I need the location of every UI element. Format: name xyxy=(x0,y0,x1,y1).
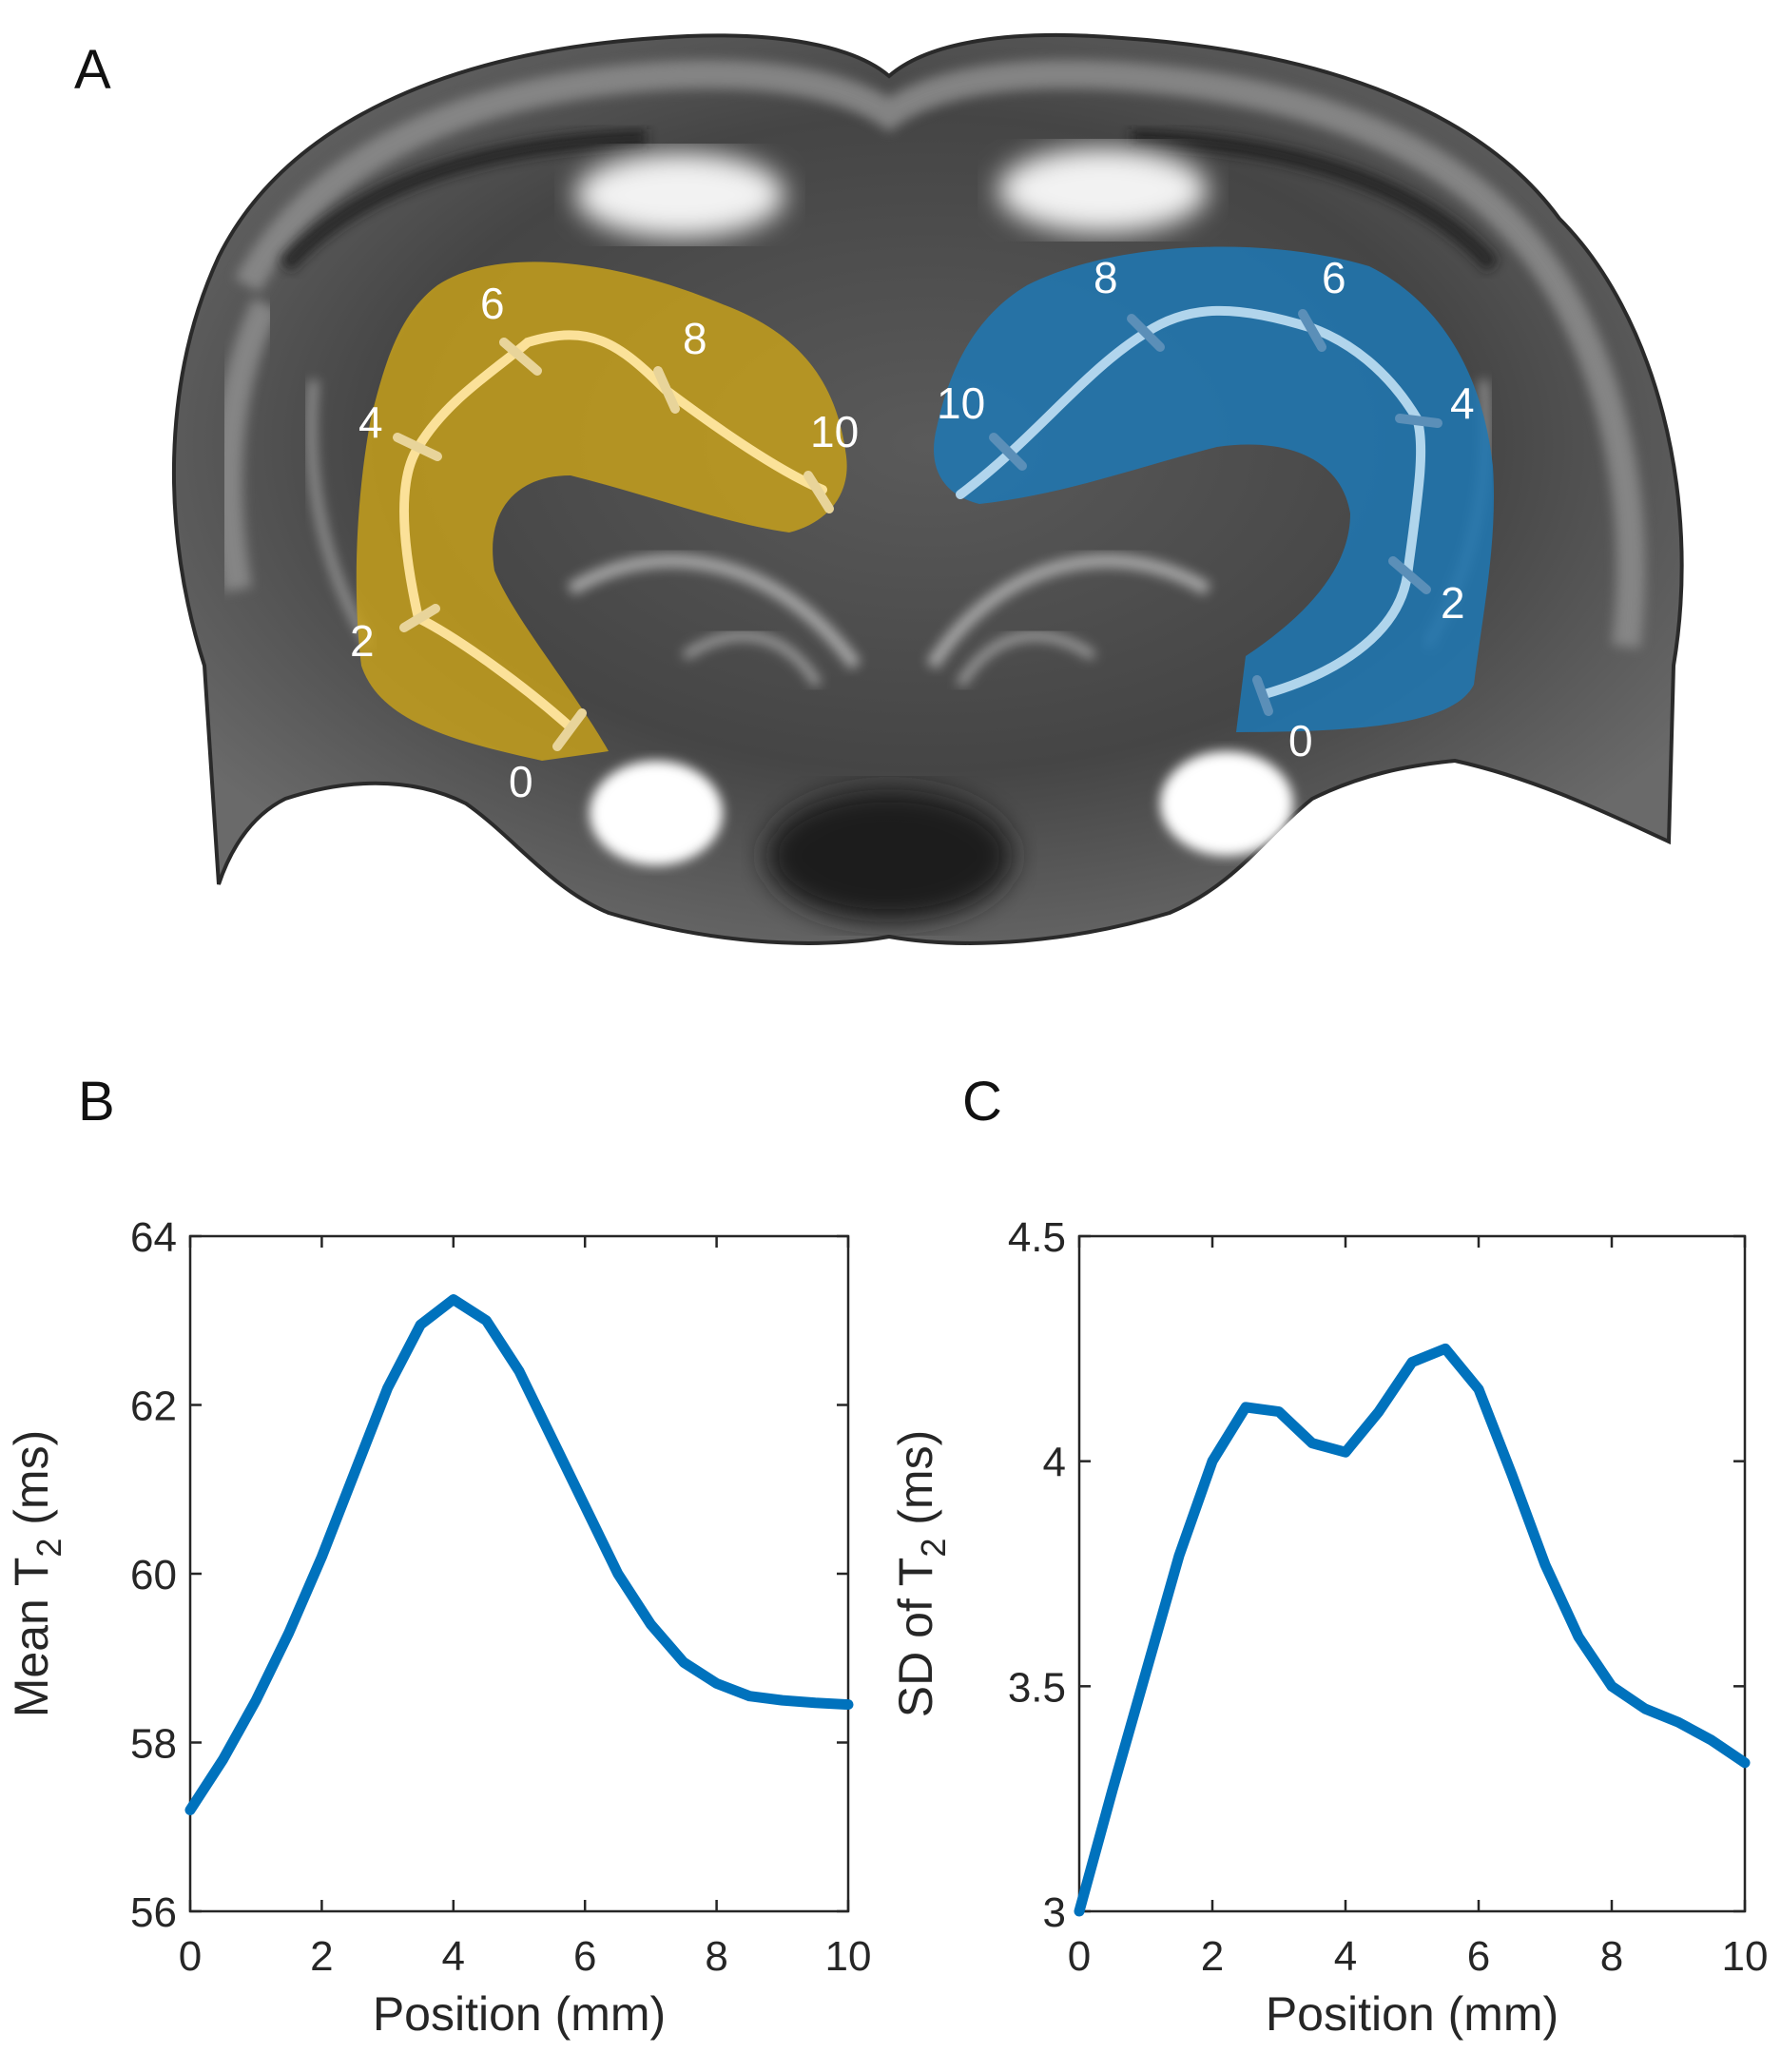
data-point xyxy=(1744,1762,1746,1764)
right-path-ticks xyxy=(989,309,1442,716)
left-marker-label: 10 xyxy=(810,407,859,456)
data-point xyxy=(584,1505,586,1507)
data-point xyxy=(748,1695,750,1697)
data-point xyxy=(683,1661,685,1663)
y-tick-label: 4 xyxy=(1043,1440,1066,1486)
x-tick-label: 8 xyxy=(1600,1933,1623,1980)
y-axis-label-main: SD of T xyxy=(889,1558,942,1718)
series-line xyxy=(1074,1343,1751,1917)
data-point xyxy=(782,1699,784,1701)
data-point xyxy=(1444,1347,1446,1349)
data-point xyxy=(320,1556,322,1558)
data-point xyxy=(419,1324,421,1326)
left-path-ticks xyxy=(393,338,834,751)
data-point xyxy=(1145,1672,1147,1674)
data-point xyxy=(617,1573,619,1575)
data-point xyxy=(1378,1411,1380,1413)
series-line xyxy=(184,1294,854,1815)
data-point xyxy=(1611,1685,1613,1687)
left-path-curve xyxy=(399,330,827,732)
y-tick-label: 3 xyxy=(1043,1889,1066,1936)
y-tick-label: 60 xyxy=(130,1552,177,1598)
y-tick-label: 58 xyxy=(130,1721,177,1768)
data-point xyxy=(1511,1474,1513,1476)
data-point xyxy=(1544,1564,1546,1566)
x-tick-label: 2 xyxy=(310,1933,333,1980)
left-marker-label: 4 xyxy=(358,397,383,447)
axes-box xyxy=(188,1234,850,1913)
brain-mri-image: 0 2 4 6 8 10 0 2 4 6 8 10 xyxy=(171,33,1684,945)
axes-box xyxy=(1077,1234,1747,1913)
data-point xyxy=(1711,1739,1713,1741)
right-marker-label: 0 xyxy=(1288,716,1313,765)
y-axis-label: Mean T2 (ms) xyxy=(5,1430,68,1717)
data-point xyxy=(1677,1721,1679,1723)
y-tick-label: 3.5 xyxy=(1008,1664,1066,1711)
data-point xyxy=(1245,1406,1247,1408)
right-marker-label: 2 xyxy=(1441,578,1465,628)
y-tick-label: 64 xyxy=(130,1214,177,1261)
data-point xyxy=(354,1472,356,1473)
data-point xyxy=(1578,1636,1579,1637)
y-axis-label-sub: 2 xyxy=(914,1539,953,1558)
data-point xyxy=(255,1699,257,1701)
x-tick-label: 2 xyxy=(1201,1933,1224,1980)
right-marker-label: 4 xyxy=(1450,378,1475,428)
x-tick-label: 10 xyxy=(1722,1933,1769,1980)
y-axis-label: SD of T2 (ms) xyxy=(889,1430,953,1717)
right-hippocampus-region xyxy=(934,246,1494,732)
left-marker-label: 2 xyxy=(350,616,375,666)
panel-a-label: A xyxy=(74,39,111,101)
data-point xyxy=(1178,1555,1180,1557)
right-path-curve xyxy=(956,305,1426,699)
x-tick-label: 4 xyxy=(442,1933,465,1980)
x-axis-label: Position (mm) xyxy=(373,1987,666,2041)
data-point xyxy=(453,1299,455,1301)
right-marker-label: 8 xyxy=(1094,253,1118,302)
data-point xyxy=(1211,1461,1213,1462)
y-tick-label: 56 xyxy=(130,1889,177,1936)
data-point xyxy=(1278,1411,1280,1413)
data-point xyxy=(716,1682,718,1684)
data-point xyxy=(518,1370,520,1372)
x-tick-label: 6 xyxy=(1467,1933,1490,1980)
data-point xyxy=(387,1387,389,1389)
left-marker-label: 8 xyxy=(683,314,707,363)
data-point xyxy=(1345,1451,1346,1453)
data-point xyxy=(814,1702,816,1704)
left-marker-label: 0 xyxy=(509,757,533,806)
data-point xyxy=(1478,1388,1480,1390)
x-tick-label: 4 xyxy=(1334,1933,1357,1980)
y-axis-label-sub: 2 xyxy=(29,1539,68,1558)
left-marker-label: 6 xyxy=(480,279,505,328)
data-point xyxy=(847,1704,849,1706)
x-tick-label: 0 xyxy=(179,1933,202,1980)
y-tick-label: 4.5 xyxy=(1008,1214,1066,1261)
x-tick-label: 10 xyxy=(825,1933,872,1980)
panel-b-label: B xyxy=(78,1071,115,1133)
data-point xyxy=(1411,1362,1413,1364)
x-tick-label: 8 xyxy=(705,1933,727,1980)
y-tick-label: 62 xyxy=(130,1384,177,1430)
data-point xyxy=(1644,1708,1646,1710)
data-point xyxy=(649,1623,651,1625)
right-marker-label: 6 xyxy=(1322,253,1346,302)
x-axis-label: Position (mm) xyxy=(1266,1987,1558,2041)
y-axis-label-unit: (ms) xyxy=(889,1430,942,1539)
x-tick-label: 0 xyxy=(1068,1933,1091,1980)
data-point xyxy=(189,1810,191,1811)
y-axis-label-main: Mean T xyxy=(5,1558,58,1718)
data-point xyxy=(485,1320,487,1322)
panel-c-label: C xyxy=(962,1071,1002,1133)
x-tick-label: 6 xyxy=(573,1933,596,1980)
right-marker-label: 10 xyxy=(937,378,985,428)
data-point xyxy=(1078,1910,1080,1912)
y-axis-label-unit: (ms) xyxy=(5,1430,58,1539)
data-point xyxy=(288,1632,290,1634)
